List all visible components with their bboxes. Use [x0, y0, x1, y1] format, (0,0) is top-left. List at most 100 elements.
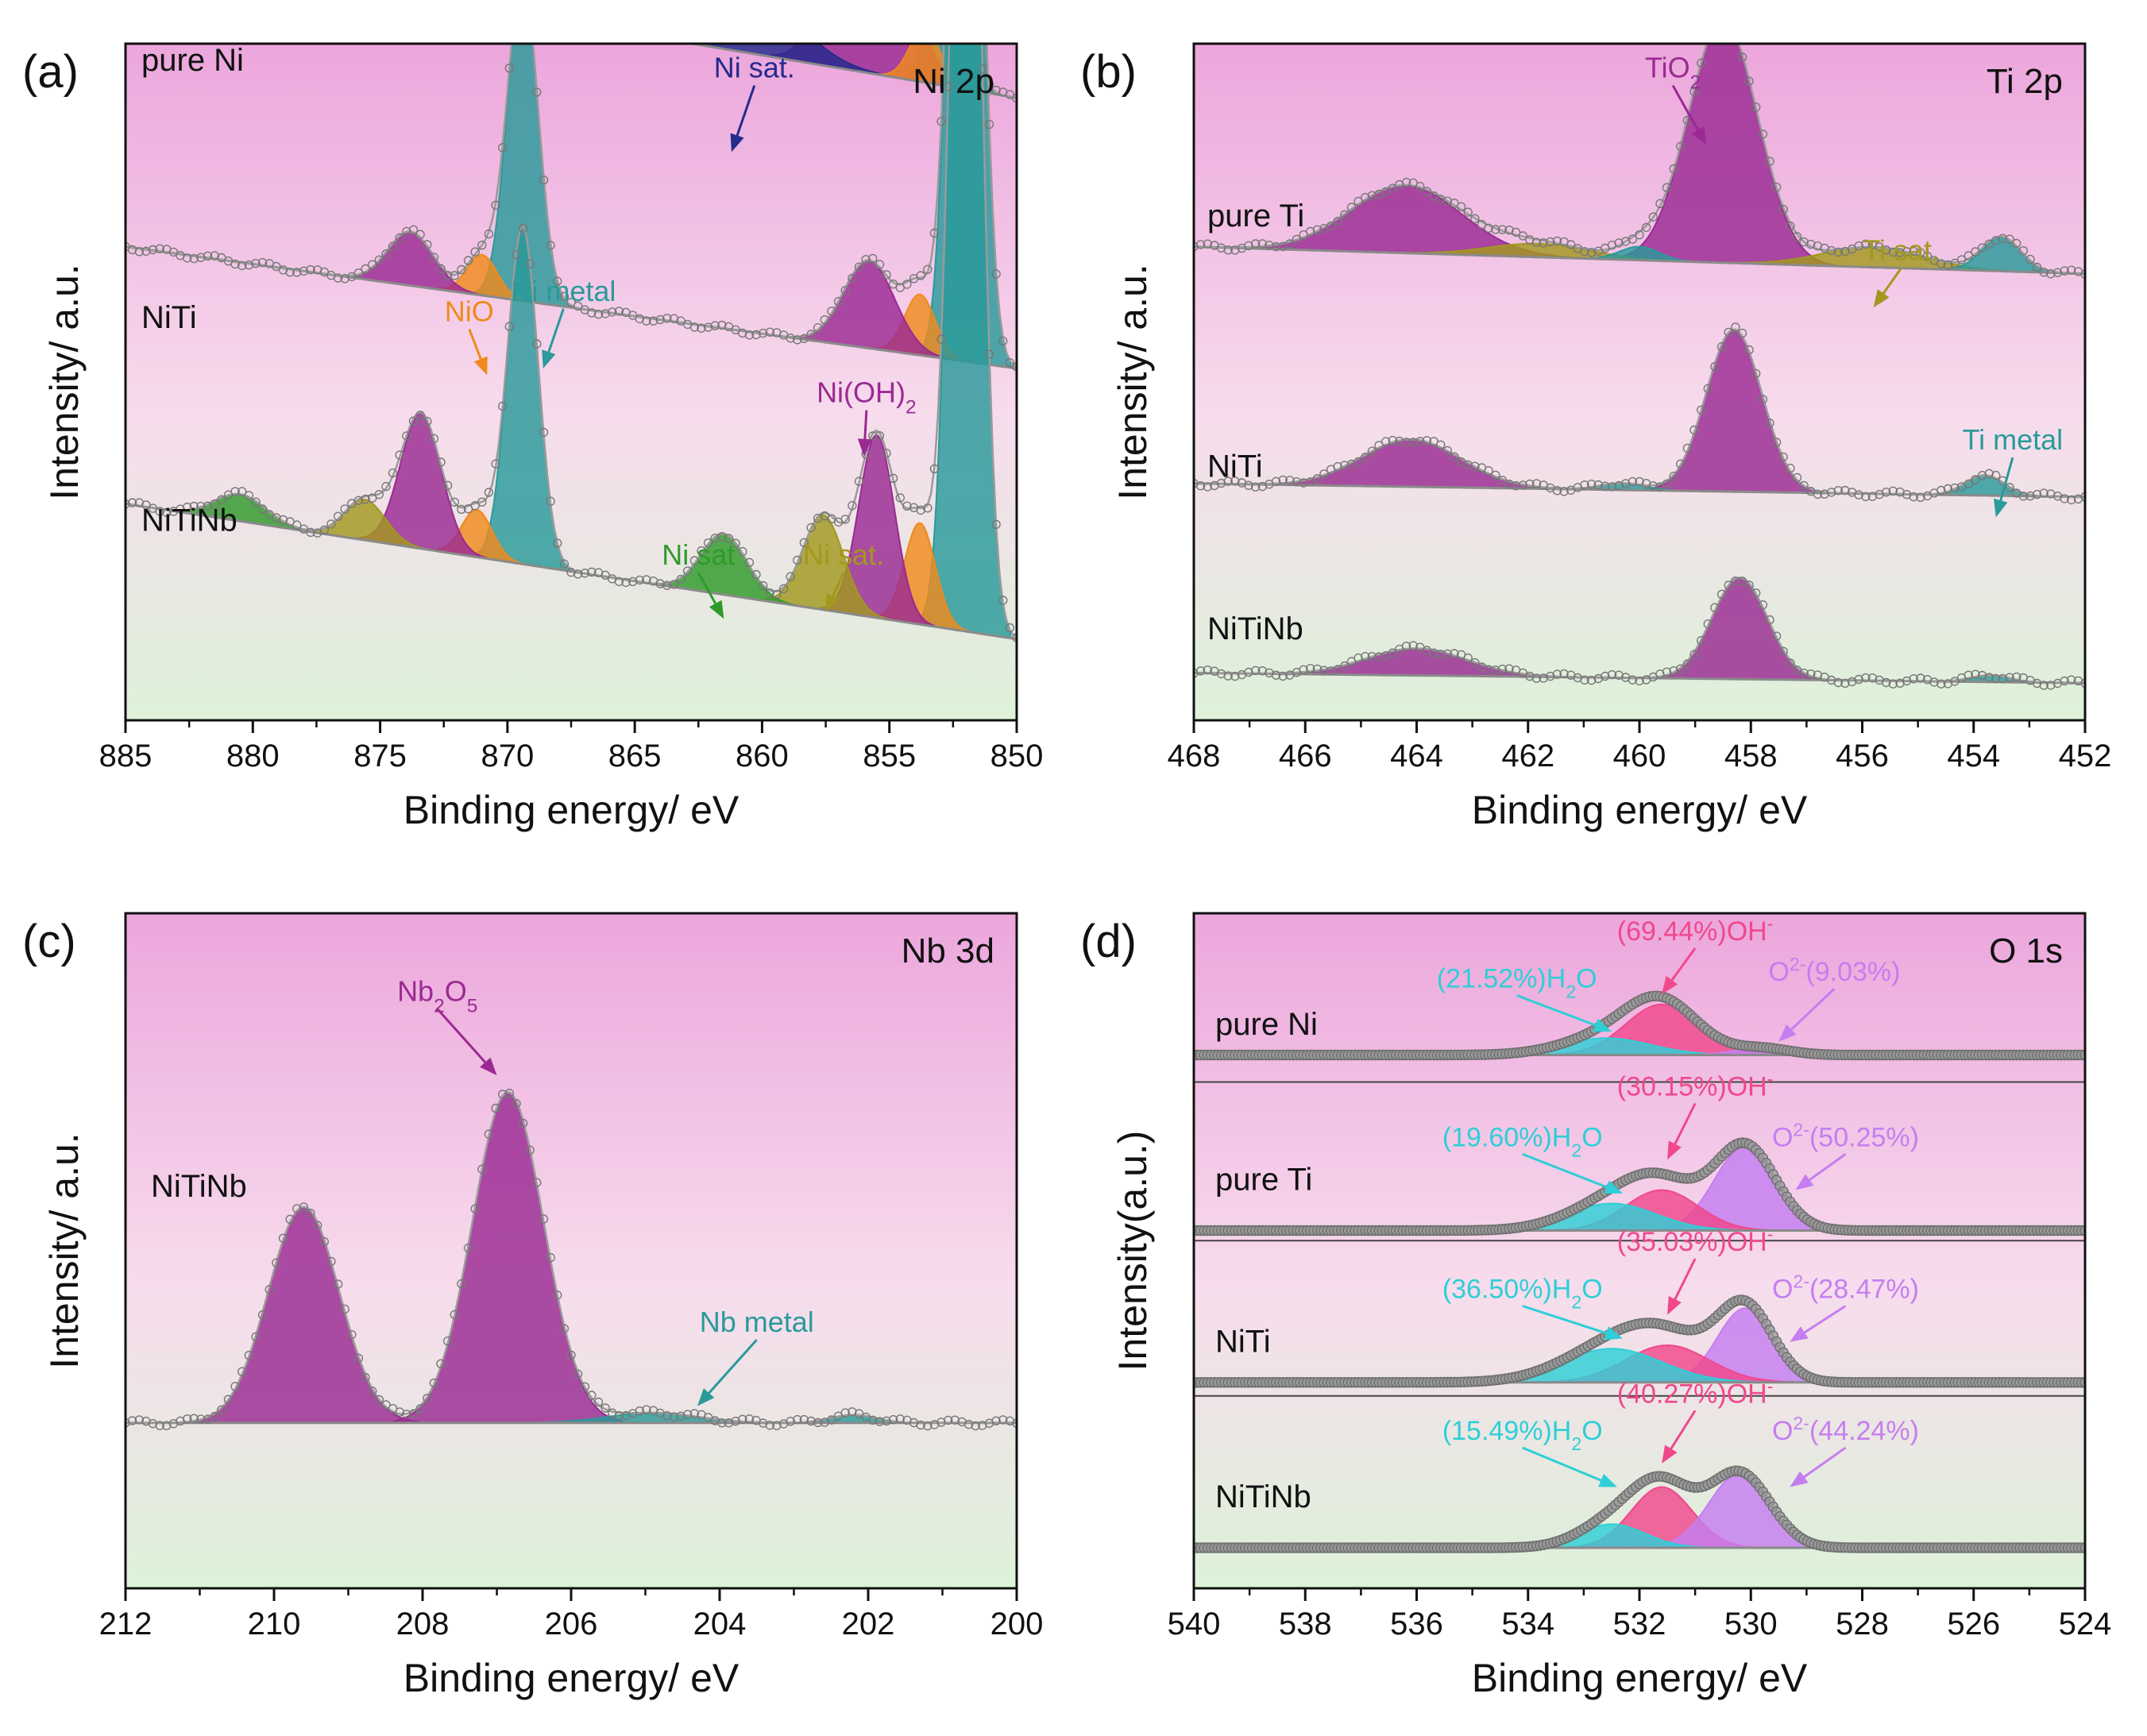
data-point: [806, 330, 816, 339]
data-point: [1511, 481, 1521, 491]
data-point: [1518, 480, 1528, 490]
data-point: [608, 27, 616, 35]
data-point: [1380, 437, 1391, 446]
data-point: [457, 1279, 466, 1289]
data-point: [491, 200, 500, 210]
data-point: [751, 569, 761, 580]
annotation: Nb2O5: [397, 975, 497, 1075]
data-point: [1230, 671, 1240, 681]
data-point: [559, 1324, 570, 1333]
data-point: [210, 499, 219, 509]
data-point: [1922, 251, 1933, 261]
annotation-label-part: 2-: [1793, 1271, 1809, 1292]
annotation-arrowhead: [825, 592, 840, 612]
data-point: [1484, 223, 1493, 233]
data-point: [1586, 675, 1597, 685]
y-axis-label: Intensity/ a.u.: [1110, 264, 1155, 500]
data-point: [134, 247, 145, 257]
data-point: [306, 527, 315, 537]
data-point: [361, 494, 370, 504]
data-point: [614, 577, 624, 586]
data-point: [1888, 679, 1898, 689]
data-point: [711, 0, 719, 2]
data-point: [1559, 487, 1569, 496]
sample-label: NiTiNb: [1215, 1479, 1311, 1514]
annotation-arrow: [1522, 1446, 1604, 1483]
data-point: [1737, 328, 1747, 338]
data-point: [1435, 440, 1446, 449]
data-point: [381, 249, 391, 259]
data-point: [1395, 436, 1404, 446]
data-point: [1676, 459, 1686, 469]
annotation-label-part: Nb: [397, 975, 434, 1008]
data-point: [423, 240, 432, 249]
annotation-label: Ni metal: [511, 275, 616, 307]
data-point: [1682, 659, 1693, 669]
background-line: [125, 502, 1017, 641]
data-point: [991, 1416, 1001, 1425]
data-point: [868, 431, 878, 441]
annotation: (35.03%)OH-: [1617, 1224, 1773, 1315]
x-tick-label: 208: [396, 1607, 450, 1641]
annotation-label-part: NiO: [445, 295, 494, 327]
data-point: [299, 1202, 309, 1212]
data-point: [936, 334, 946, 344]
data-point: [1799, 480, 1809, 491]
data-point: [1470, 658, 1480, 668]
data-point: [196, 253, 206, 262]
annotation-arrowhead: [1598, 1473, 1617, 1487]
data-point: [560, 17, 568, 25]
data-point: [1607, 482, 1617, 492]
panel-c: NiTiNb Nb2O5 Nb metal 212 210 208 206 204 202 200…: [22, 912, 1043, 1700]
data-point: [244, 491, 254, 500]
data-point: [189, 1414, 199, 1423]
series-pure-ni: [1194, 990, 2085, 1061]
data-point: [512, 0, 520, 1]
data-point: [1744, 76, 1754, 86]
data-point: [2066, 265, 2076, 275]
data-point: [669, 1412, 679, 1422]
annotation-arrow: [1788, 987, 1836, 1033]
data-point: [1765, 156, 1774, 166]
data-point: [1388, 183, 1398, 193]
annotation-label-part: 2: [1571, 1433, 1581, 1454]
annotation-label-part: 2: [434, 995, 445, 1017]
data-point: [381, 1400, 391, 1410]
x-tick-label: 468: [1168, 739, 1221, 773]
panel-letter: (d): [1080, 916, 1137, 967]
data-point: [1195, 240, 1206, 249]
data-point: [1333, 217, 1342, 226]
data-point: [662, 581, 672, 590]
data-point: [738, 546, 747, 557]
data-point: [559, 291, 570, 301]
data-point: [1628, 675, 1638, 685]
data-point: [566, 567, 576, 577]
annotation-arrow: [1671, 84, 1701, 133]
data-point: [888, 1414, 898, 1425]
data-point: [1786, 222, 1795, 231]
x-tick-label: 870: [481, 739, 534, 773]
y-axis-label: Intensity(a.u.): [1110, 1131, 1155, 1371]
data-point: [1299, 665, 1308, 674]
annotation-label-part: O: [1581, 1416, 1602, 1446]
data-point: [1408, 438, 1418, 447]
data-point: [1888, 486, 1898, 496]
annotation-label-part: Ni sat: [662, 538, 735, 571]
data-point: [1230, 476, 1240, 486]
data-point: [1470, 461, 1480, 471]
x-tick-label: 855: [863, 739, 916, 773]
data-point: [689, 556, 700, 565]
data-point: [477, 1164, 487, 1175]
annotation-label: Ti metal: [1962, 423, 2063, 456]
data-point: [1511, 227, 1521, 237]
data-point: [395, 450, 404, 460]
fit-envelope: [1194, 328, 2085, 499]
data-point: [984, 349, 994, 359]
annotation-label-part: -: [1767, 913, 1774, 934]
data-point: [1689, 650, 1699, 659]
data-point: [978, 64, 987, 74]
fit-envelope: [1194, 44, 2085, 275]
x-axis-label: Binding energy/ eV: [404, 1656, 739, 1700]
annotation: O2-(9.03%): [1768, 954, 1900, 1042]
annotation-arrowhead: [1662, 1445, 1678, 1464]
